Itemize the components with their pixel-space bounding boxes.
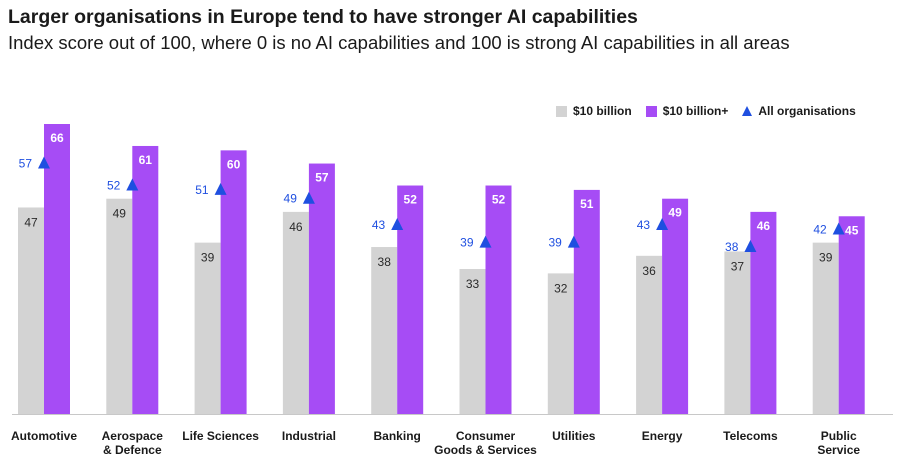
bar-small: [636, 255, 663, 414]
x-tick-label-line: Automotive: [11, 429, 77, 443]
chart-subtitle: Index score out of 100, where 0 is no AI…: [8, 32, 790, 53]
bar-small: [547, 273, 574, 414]
data-label-small: 46: [289, 220, 303, 234]
x-tick-label: Consumer Goods & Services: [434, 429, 537, 457]
legend-swatch-large: [645, 105, 657, 117]
x-tick-label-line: Banking: [374, 429, 421, 443]
chart-title: Larger organisations in Europe tend to h…: [8, 6, 638, 28]
x-tick-label: Telecoms: [723, 429, 778, 443]
x-tick-label: Banking: [374, 429, 421, 443]
data-label-small: 33: [466, 277, 480, 291]
marker-all: [744, 240, 757, 253]
data-label-all: 51: [195, 183, 209, 197]
data-label-small: 37: [731, 259, 745, 273]
marker-all: [656, 218, 669, 231]
data-label-large: 51: [580, 197, 594, 211]
bar-large: [44, 124, 70, 414]
data-label-small: 39: [201, 251, 215, 265]
bar-large: [485, 185, 512, 414]
data-label-large: 52: [404, 193, 418, 207]
marker-all: [214, 182, 227, 195]
legend-item-large: $10 billion+: [645, 104, 729, 118]
x-tick-label-line: Aerospace: [102, 429, 164, 443]
data-label-large: 61: [139, 153, 153, 167]
legend-label-large: $10 billion+: [662, 104, 729, 118]
x-tick-label: Life Sciences: [182, 429, 259, 443]
data-label-all: 43: [372, 218, 386, 232]
data-label-small: 47: [24, 215, 38, 229]
data-label-small: 32: [554, 281, 568, 295]
bar-small: [371, 247, 398, 414]
legend-swatch-small: [556, 105, 567, 117]
x-tick-label-line: & Defence: [103, 443, 162, 457]
bar-large: [397, 185, 424, 414]
data-label-all: 39: [548, 236, 562, 250]
data-label-all: 49: [284, 192, 298, 206]
data-label-small: 49: [113, 207, 127, 221]
data-label-all: 38: [725, 240, 739, 254]
legend-triangle-icon: [742, 106, 753, 116]
data-label-large: 46: [757, 219, 771, 233]
x-tick-label: Industrial: [282, 429, 336, 443]
data-label-large: 49: [668, 206, 682, 220]
marker-all: [126, 178, 139, 191]
data-label-all: 43: [637, 218, 651, 232]
bar-large: [308, 163, 335, 414]
bar-small: [459, 269, 486, 414]
x-tick-label-line: Telecoms: [723, 429, 778, 443]
legend-label-small: $10 billion: [573, 104, 632, 118]
data-label-large: 66: [50, 131, 64, 145]
bar-small: [724, 251, 751, 414]
bar-large: [220, 150, 247, 414]
data-label-large: 52: [492, 193, 506, 207]
x-tick-label-line: Service: [817, 443, 860, 457]
bar-small: [282, 211, 309, 414]
data-label-all: 42: [813, 222, 827, 236]
marker-all: [479, 235, 492, 248]
marker-all: [302, 191, 315, 204]
data-label-small: 38: [378, 255, 392, 269]
x-tick-label: Aerospace & Defence: [102, 429, 164, 457]
x-tick-label-line: Goods & Services: [434, 443, 537, 457]
chart-legend: $10 billion $10 billion+ All organisatio…: [556, 104, 870, 118]
x-tick-label: Automotive: [11, 429, 77, 443]
legend-label-all: All organisations: [758, 104, 856, 118]
data-label-all: 39: [460, 236, 474, 250]
bar-small: [18, 207, 44, 414]
data-label-all: 52: [107, 179, 121, 193]
data-label-small: 39: [819, 251, 833, 265]
x-tick-label-line: Utilities: [552, 429, 596, 443]
x-tick-label: Utilities: [552, 429, 596, 443]
x-tick-label: Energy: [642, 429, 683, 443]
x-tick-label: Public Service: [817, 429, 860, 457]
bar-small: [812, 242, 839, 414]
marker-all: [832, 222, 845, 235]
marker-all: [567, 235, 580, 248]
bar-large: [132, 145, 159, 414]
data-label-all: 57: [19, 157, 33, 171]
legend-item-small: $10 billion: [556, 104, 632, 118]
x-tick-label-line: Industrial: [282, 429, 336, 443]
bar-large: [573, 189, 600, 414]
marker-all: [38, 156, 50, 169]
bar-large: [662, 198, 689, 414]
x-tick-label-line: Energy: [642, 429, 683, 443]
x-tick-label-line: Life Sciences: [182, 429, 259, 443]
legend-item-all: All organisations: [742, 104, 856, 118]
data-label-large: 60: [227, 157, 241, 171]
data-label-large: 57: [315, 171, 329, 185]
bar-large: [838, 216, 865, 414]
bar-small: [194, 242, 221, 414]
data-label-large: 45: [845, 223, 859, 237]
x-tick-label-line: Public: [821, 429, 857, 443]
x-tick-label-line: Consumer: [456, 429, 516, 443]
bar-large: [750, 211, 777, 414]
marker-all: [391, 218, 404, 231]
data-label-small: 36: [642, 264, 656, 278]
bar-small: [106, 198, 133, 414]
